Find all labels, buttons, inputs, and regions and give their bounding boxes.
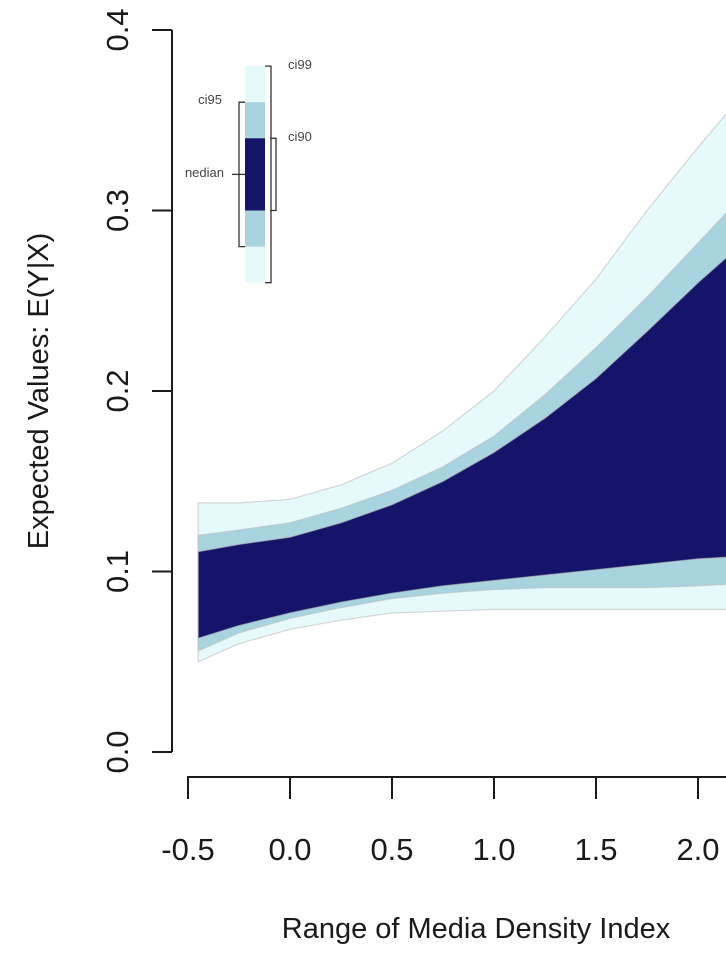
- legend: ci99 ci95 ci90 nedian: [185, 57, 312, 284]
- legend-label-ci90: ci90: [288, 129, 312, 144]
- y-tick-label: 0.3: [100, 189, 135, 232]
- band-ci90: [197, 257, 726, 640]
- x-axis-title: Range of Media Density Index: [282, 913, 671, 945]
- x-tick-label: 2.0: [676, 832, 719, 867]
- y-tick-label: 0.0: [100, 730, 135, 773]
- x-tick-label: -0.5: [161, 832, 214, 867]
- y-tick-label: 0.2: [100, 369, 135, 412]
- x-tick-label: 0.5: [370, 832, 413, 867]
- x-tick-label: 1.5: [574, 832, 617, 867]
- legend-label-median: nedian: [185, 165, 224, 180]
- y-axis-ticks: 0.0 0.1 0.2 0.3 0.4: [100, 8, 172, 774]
- legend-label-ci99: ci99: [288, 57, 312, 72]
- y-axis-title: Expected Values: E(Y|X): [23, 233, 55, 549]
- legend-bracket-ci90: [270, 137, 277, 212]
- x-tick-label: 0.0: [268, 832, 311, 867]
- legend-bracket-ci99: [265, 65, 272, 284]
- x-tick-label: 1.0: [472, 832, 515, 867]
- confidence-bands: [197, 113, 726, 663]
- x-axis-ticks: -0.5 0.0 0.5 1.0 1.5 2.0: [161, 777, 720, 867]
- legend-label-ci95: ci95: [198, 92, 222, 107]
- legend-swatch-ci90: [245, 138, 265, 211]
- y-tick-label: 0.4: [100, 8, 135, 51]
- y-tick-label: 0.1: [100, 550, 135, 593]
